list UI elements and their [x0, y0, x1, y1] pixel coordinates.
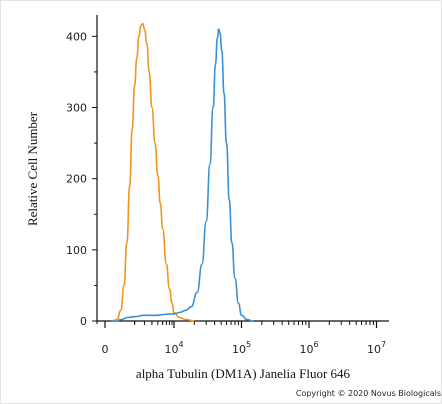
y-tick-label: 300 — [66, 102, 87, 115]
series-line-2 — [111, 28, 254, 322]
x-axis-title: alpha Tubulin (DM1A) Janelia Fluor 646 — [136, 366, 351, 381]
x-tick-label: 105 — [232, 340, 251, 356]
y-tick-label: 400 — [66, 30, 87, 43]
y-ticks: 0 100 200 300 400 — [66, 30, 97, 328]
x-ticks: 0 104 105 106 107 — [96, 321, 386, 356]
copyright-notice: Copyright © 2020 Novus Biologicals — [295, 389, 441, 398]
x-tick-label: 106 — [299, 340, 318, 356]
y-tick-label: 200 — [66, 173, 87, 186]
x-tick-label: 107 — [367, 340, 386, 356]
axes — [96, 15, 389, 322]
x-tick-label: 104 — [164, 340, 183, 356]
series-line-1 — [111, 22, 195, 322]
series-layer — [111, 22, 254, 322]
y-tick-label: 100 — [66, 244, 87, 257]
x-tick-label: 0 — [102, 343, 109, 356]
y-axis-title: Relative Cell Number — [25, 111, 40, 226]
y-tick-label: 0 — [80, 315, 87, 328]
